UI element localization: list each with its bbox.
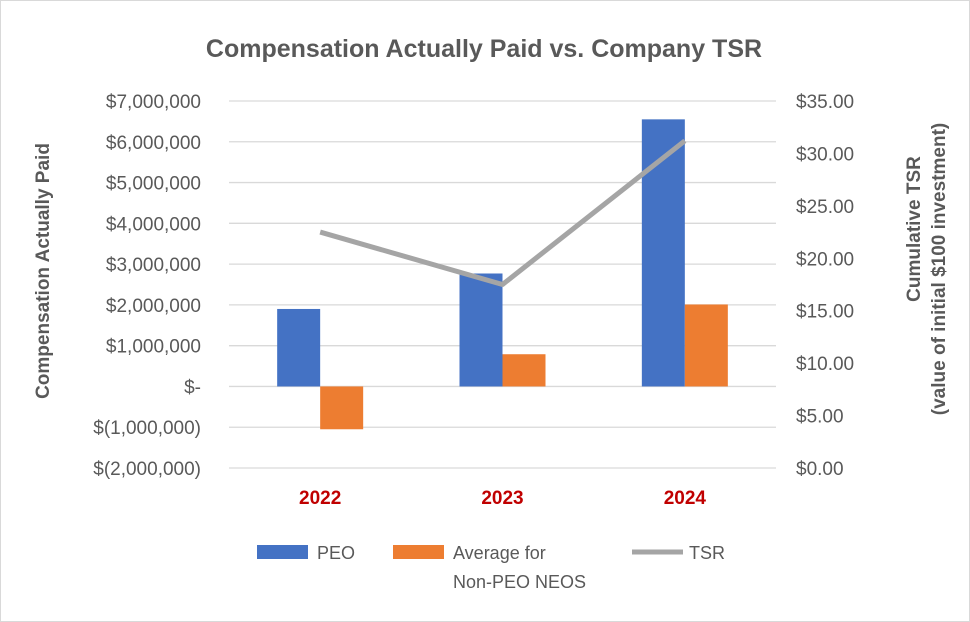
right-tick-label: $0.00 [796,459,844,480]
bar-peo [277,308,321,387]
legend-peo-label: PEO [317,543,355,563]
right-tick-label: $30.00 [796,144,854,165]
legend-tsr-label: TSR [689,543,725,563]
bar-neo [320,386,364,430]
left-axis-title: Compensation Actually Paid [33,143,54,399]
bar-neo [502,354,546,387]
bar-peo [641,119,685,387]
tsr-line-group [319,138,687,287]
left-tick-label: $7,000,000 [106,92,201,113]
category-labels: 2022 2023 2024 [299,488,706,509]
legend-neo-label-line1: Average for [453,543,546,563]
right-tick-label: $25.00 [796,197,854,218]
tsr-line [319,138,687,287]
left-tick-label: $3,000,000 [106,255,201,276]
left-tick-label: $4,000,000 [106,214,201,235]
right-tick-label: $20.00 [796,249,854,270]
right-tick-label: $5.00 [796,407,844,428]
right-tick-label: $15.00 [796,302,854,323]
left-tick-label: $(2,000,000) [93,459,201,480]
left-tick-label: $- [184,377,201,398]
legend: PEO Average for Non-PEO NEOS TSR [257,543,725,592]
right-tick-label: $35.00 [796,92,854,113]
left-axis-ticks: $7,000,000 $6,000,000 $5,000,000 $4,000,000… [93,92,201,480]
bar-neo [684,304,728,387]
left-tick-label: $2,000,000 [106,296,201,317]
category-label: 2024 [664,488,707,509]
right-axis-title-line2: (value of initial $100 investment) [929,123,950,415]
left-tick-label: $5,000,000 [106,174,201,195]
legend-neo-label-line2: Non-PEO NEOS [453,572,586,592]
legend-peo-swatch [257,545,308,559]
right-tick-label: $10.00 [796,354,854,375]
category-label: 2023 [481,488,523,509]
left-tick-label: $1,000,000 [106,337,201,358]
bar-peo [459,273,503,387]
legend-neo-swatch [393,545,444,559]
left-tick-label: $6,000,000 [106,133,201,154]
right-axis-title-line1: Cumulative TSR [904,156,925,302]
category-label: 2022 [299,488,341,509]
chart-title: Compensation Actually Paid vs. Company T… [206,35,762,63]
bars [277,119,728,430]
left-tick-label: $(1,000,000) [93,418,201,439]
right-axis-ticks: $35.00 $30.00 $25.00 $20.00 $15.00 $10.00 $5.0… [796,92,854,480]
